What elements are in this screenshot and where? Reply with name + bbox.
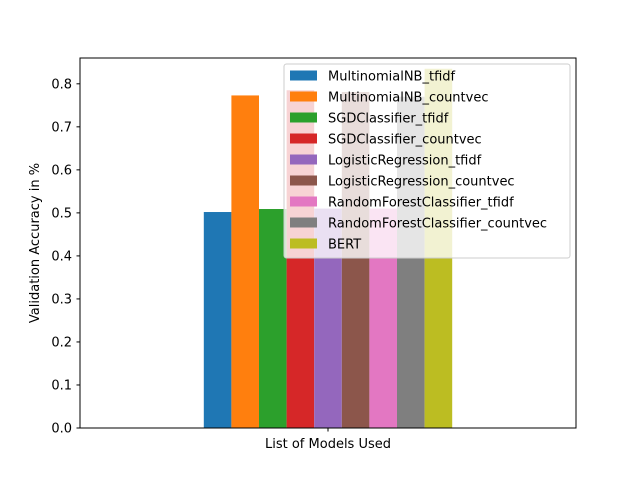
y-tick-label: 0.4 xyxy=(51,249,72,264)
y-tick-label: 0.2 xyxy=(51,335,72,350)
legend-swatch xyxy=(290,175,317,186)
bar-sgdclassifier-tfidf xyxy=(259,209,287,428)
legend-entry-label: LogisticRegression_tfidf xyxy=(328,154,482,169)
legend-swatch xyxy=(290,70,317,81)
legend-entry-label: RandomForestClassifier_countvec xyxy=(328,217,547,232)
legend-entry-label: SGDClassifier_countvec xyxy=(328,133,482,148)
legend-swatch xyxy=(290,112,317,123)
legend-entry-label: LogisticRegression_countvec xyxy=(328,175,515,190)
legend: MultinomialNB_tfidf MultinomialNB_countve… xyxy=(283,63,571,259)
bar-multinomialnb-countvec xyxy=(231,95,259,429)
y-axis-label: Validation Accuracy in % xyxy=(28,163,43,323)
legend-swatch xyxy=(290,238,317,249)
x-ticks-group: List of Models Used xyxy=(265,428,391,452)
y-tick-label: 0.8 xyxy=(51,77,72,92)
y-tick-label: 0.7 xyxy=(51,120,72,135)
legend-swatch xyxy=(290,154,317,165)
y-tick-label: 0.0 xyxy=(51,422,72,437)
y-tick-label: 0.6 xyxy=(51,163,72,178)
y-tick-label: 0.3 xyxy=(51,292,72,307)
legend-entry-label: RandomForestClassifier_tfidf xyxy=(328,196,514,211)
y-ticks-group: 0.0 0.1 0.2 0.3 0.4 0.5 0.6 0.7 0.8 xyxy=(51,77,80,437)
y-tick-label: 0.5 xyxy=(51,206,72,221)
bars-group xyxy=(203,68,453,429)
legend-entry-label: MultinomialNB_tfidf xyxy=(328,70,456,85)
legend-swatch xyxy=(290,196,317,207)
legend-swatch xyxy=(290,91,317,102)
bar-multinomialnb-tfidf xyxy=(203,212,232,428)
x-tick-label: List of Models Used xyxy=(265,437,391,452)
legend-swatch xyxy=(290,217,317,228)
legend-swatch xyxy=(290,133,317,144)
y-tick-label: 0.1 xyxy=(51,378,72,393)
legend-entry-label: BERT xyxy=(328,238,361,253)
legend-entry-label: SGDClassifier_tfidf xyxy=(328,112,449,127)
legend-box xyxy=(283,63,571,259)
legend-entry-label: MultinomialNB_countvec xyxy=(328,91,488,106)
